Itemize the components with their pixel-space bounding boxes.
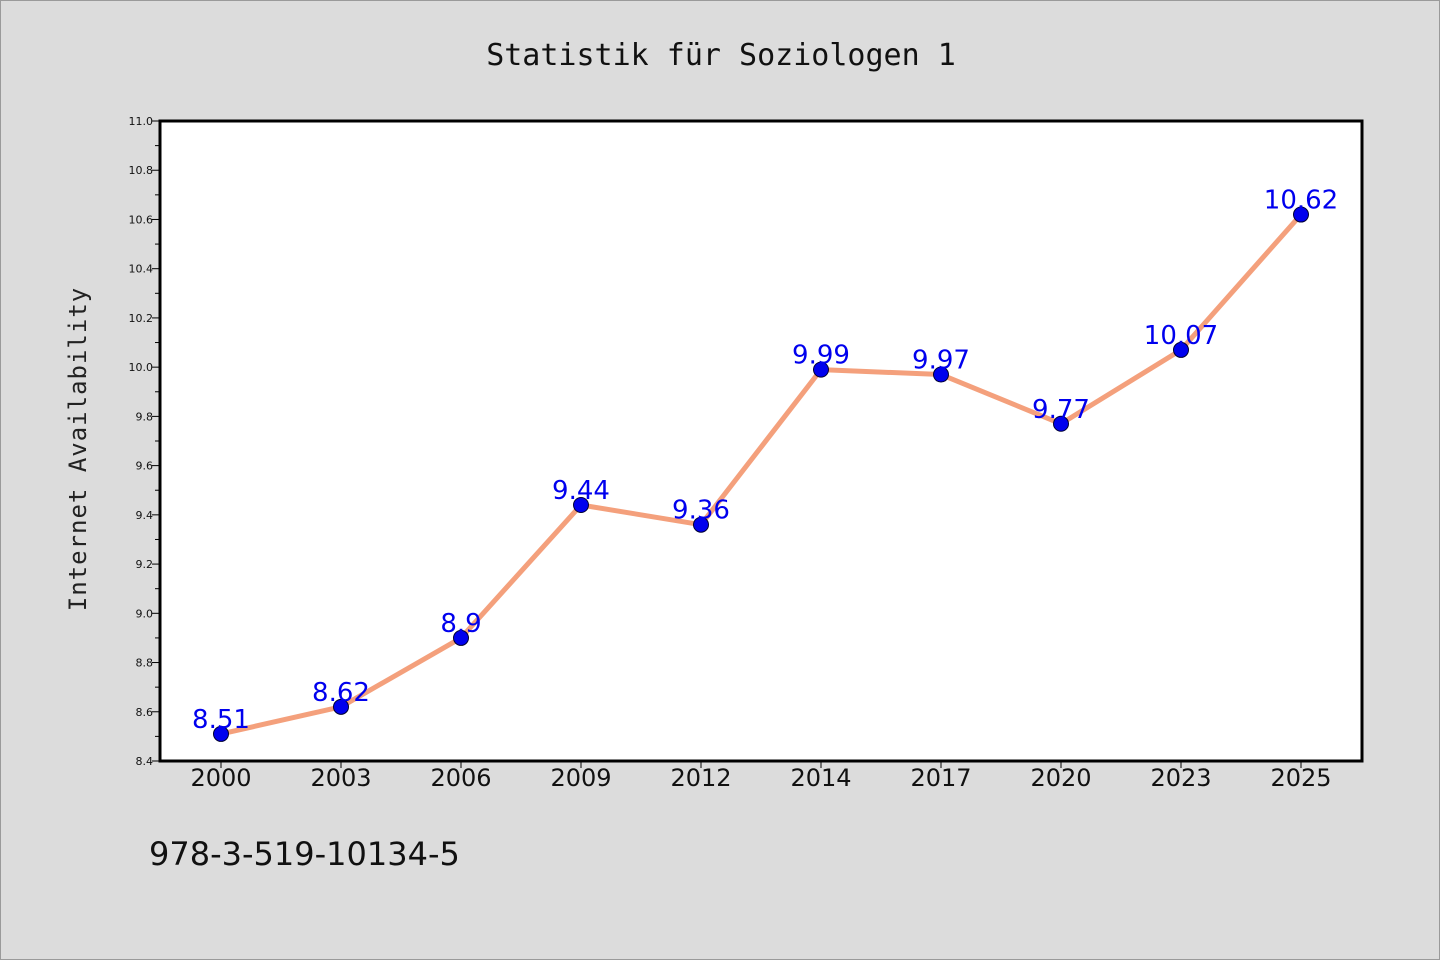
data-label: 9.77 xyxy=(1032,395,1090,425)
chart-title: Statistik für Soziologen 1 xyxy=(486,38,956,73)
x-tick-label: 2009 xyxy=(550,764,611,792)
y-tick-label: 10.0 xyxy=(129,361,154,374)
y-tick-label: 10.2 xyxy=(129,312,154,325)
y-tick-label: 10.8 xyxy=(129,164,154,177)
data-point-marker xyxy=(813,361,829,378)
data-label: 10.07 xyxy=(1144,321,1218,351)
data-point-marker xyxy=(453,629,469,646)
x-tick-label: 2025 xyxy=(1270,764,1331,792)
data-label: 8.51 xyxy=(192,705,250,735)
x-tick-label: 2000 xyxy=(190,764,251,792)
x-tick-label: 2017 xyxy=(910,764,971,792)
x-tick-label: 2023 xyxy=(1150,764,1211,792)
y-tick-label: 8.8 xyxy=(136,657,154,670)
x-tick-label: 2006 xyxy=(430,764,491,792)
y-tick-label: 9.6 xyxy=(136,460,154,473)
data-point-marker xyxy=(333,698,349,715)
y-tick-label: 10.6 xyxy=(129,213,154,226)
data-labels: 8.51 8.62 8.9 9.44 9.36 9.99 9.97 9.77 10.07 10.6… xyxy=(192,186,1338,735)
data-label: 9.99 xyxy=(792,341,850,371)
x-tick-label: 2012 xyxy=(670,764,731,792)
y-tick-label: 10.4 xyxy=(129,263,154,276)
x-tick-label: 2003 xyxy=(310,764,371,792)
x-tick-label: 2014 xyxy=(790,764,851,792)
data-point-marker xyxy=(693,516,709,533)
y-tick-label: 9.8 xyxy=(136,410,154,423)
y-axis-label: Internet Availability xyxy=(64,287,92,611)
plot-frame xyxy=(158,119,1364,763)
data-point-marker xyxy=(1173,341,1189,358)
data-point-marker xyxy=(1293,206,1309,223)
x-tick-label: 2020 xyxy=(1030,764,1091,792)
y-tick-label: 9.4 xyxy=(136,509,154,522)
data-point-marker xyxy=(933,366,949,383)
data-label: 9.44 xyxy=(552,476,610,506)
x-axis-ticks: 2000 2003 2006 2009 2012 2014 2017 2020 2023 2025 xyxy=(190,761,1332,792)
data-label: 10.62 xyxy=(1264,186,1338,216)
data-label: 8.9 xyxy=(440,609,481,639)
data-label: 8.62 xyxy=(312,678,370,708)
y-tick-label: 9.2 xyxy=(136,558,154,571)
y-tick-label: 9.0 xyxy=(136,607,154,620)
data-point-marker xyxy=(573,497,589,513)
series-line xyxy=(218,212,1304,737)
data-point-marker xyxy=(213,725,229,742)
data-point-marker xyxy=(1053,415,1069,432)
y-tick-label: 8.6 xyxy=(136,706,154,719)
data-label: 9.36 xyxy=(672,496,730,526)
y-tick-label: 8.4 xyxy=(136,755,154,768)
data-label: 9.97 xyxy=(912,346,970,376)
y-axis-ticks: 8.4 8.6 8.8 9.0 9.2 9.4 9.6 9.8 10.0 10.2 10.4 10.6… xyxy=(129,115,160,768)
y-tick-label: 11.0 xyxy=(129,115,154,128)
isbn-footer: 978-3-519-10134-5 xyxy=(149,835,460,873)
series-layer xyxy=(213,206,1309,742)
plot-area xyxy=(160,121,1362,761)
